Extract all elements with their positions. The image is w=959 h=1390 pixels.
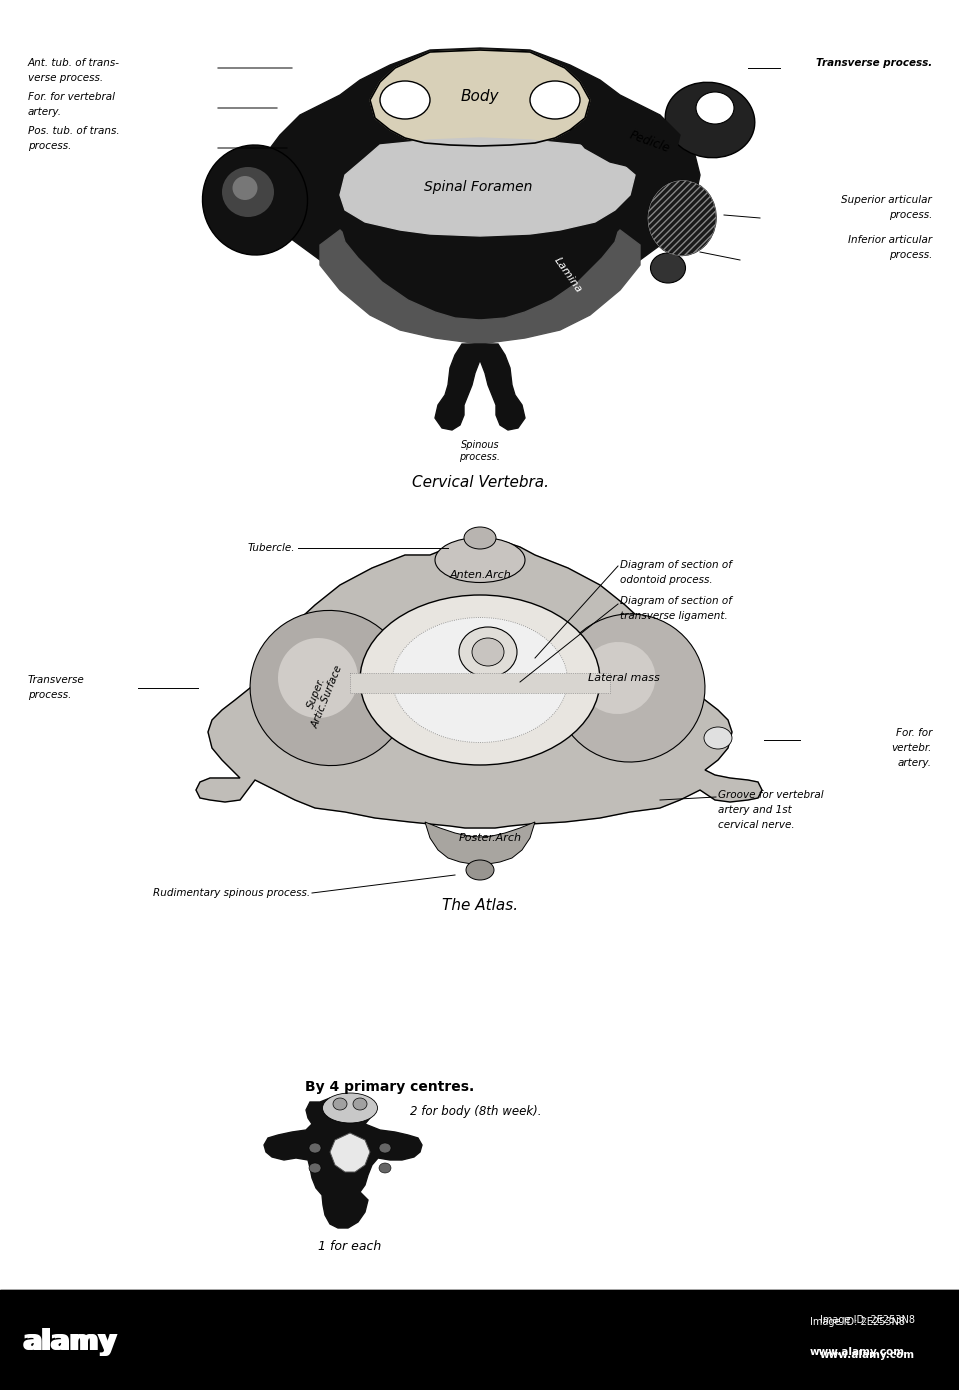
Text: Inferior articular: Inferior articular [848,235,932,245]
Text: process.: process. [889,250,932,260]
Text: Anten.Arch: Anten.Arch [449,570,511,580]
Ellipse shape [696,92,734,124]
Ellipse shape [333,1098,347,1111]
Polygon shape [320,229,480,343]
Text: Pos. tub. of trans.: Pos. tub. of trans. [28,126,120,136]
Ellipse shape [650,253,686,284]
Text: www.alamy.com: www.alamy.com [810,1347,905,1357]
Ellipse shape [704,727,732,749]
Ellipse shape [322,1093,378,1123]
Text: Ant. tub. of trans-: Ant. tub. of trans- [28,58,120,68]
Text: process.: process. [28,689,71,701]
Polygon shape [260,49,700,343]
Ellipse shape [250,610,409,766]
Ellipse shape [464,527,496,549]
Ellipse shape [202,145,308,254]
Text: Rudimentary spinous process.: Rudimentary spinous process. [152,888,310,898]
Ellipse shape [353,1098,367,1111]
Polygon shape [480,229,640,343]
Text: By 4 primary centres.: By 4 primary centres. [305,1080,475,1094]
Ellipse shape [309,1143,321,1152]
Polygon shape [264,1095,422,1227]
Ellipse shape [222,167,274,217]
Text: verse process.: verse process. [28,74,104,83]
Text: odontoid process.: odontoid process. [620,575,713,585]
Text: Transverse process.: Transverse process. [816,58,932,68]
Text: Spinous
process.: Spinous process. [459,441,501,461]
Text: artery.: artery. [28,107,62,117]
Polygon shape [330,1133,370,1172]
Text: Transverse: Transverse [28,676,84,685]
Polygon shape [350,673,610,694]
Ellipse shape [360,595,600,764]
Text: process.: process. [889,210,932,220]
Ellipse shape [278,638,358,719]
Text: vertebr.: vertebr. [892,744,932,753]
Text: process.: process. [28,140,71,152]
Text: Lateral mass: Lateral mass [588,673,660,682]
Text: Tubercle.: Tubercle. [247,543,295,553]
Bar [0,1290,959,1390]
Ellipse shape [379,1143,391,1152]
Text: Pedicle: Pedicle [628,129,672,156]
Text: Poster.Arch: Poster.Arch [458,833,522,842]
Polygon shape [196,539,762,828]
Text: Diagram of section of: Diagram of section of [620,596,732,606]
Polygon shape [340,138,635,236]
Text: Diagram of section of: Diagram of section of [620,560,732,570]
Text: transverse ligament.: transverse ligament. [620,612,728,621]
Polygon shape [370,50,590,146]
Ellipse shape [459,627,517,677]
Ellipse shape [472,638,504,666]
Text: alamy: alamy [25,1327,119,1357]
Text: 2 for body (8th week).: 2 for body (8th week). [410,1105,542,1119]
Polygon shape [425,821,535,865]
Polygon shape [435,343,525,430]
Text: cervical nerve.: cervical nerve. [718,820,795,830]
Text: artery and 1st: artery and 1st [718,805,792,815]
Text: Lamina: Lamina [552,256,584,295]
Text: alamy: alamy [22,1327,116,1357]
Ellipse shape [380,81,430,120]
Text: Super.
Artic.Surface: Super. Artic.Surface [299,660,344,730]
Text: Spinal Foramen: Spinal Foramen [424,179,532,195]
Text: 1 for each: 1 for each [318,1240,382,1252]
Ellipse shape [648,181,716,256]
Ellipse shape [392,617,568,742]
Ellipse shape [555,614,705,762]
Text: Superior articular: Superior articular [841,195,932,204]
Ellipse shape [379,1163,391,1173]
Ellipse shape [666,82,755,157]
Text: Groove for vertebral: Groove for vertebral [718,790,824,801]
Ellipse shape [435,538,525,582]
Text: Cervical Vertebra.: Cervical Vertebra. [411,475,549,491]
Ellipse shape [580,642,655,714]
Text: Body: Body [460,89,500,104]
Polygon shape [570,115,680,168]
Text: Image ID: 2E253N8: Image ID: 2E253N8 [810,1316,905,1327]
Text: For. for vertebral: For. for vertebral [28,92,115,101]
Ellipse shape [232,177,258,200]
Bar [0,1290,959,1390]
Text: Image ID: 2E253N8: Image ID: 2E253N8 [820,1315,915,1325]
Text: www.alamy.com: www.alamy.com [820,1350,915,1359]
Text: For. for: For. for [896,728,932,738]
Text: The Atlas.: The Atlas. [442,898,518,913]
Text: artery.: artery. [898,758,932,769]
Ellipse shape [309,1163,321,1173]
Ellipse shape [466,860,494,880]
Ellipse shape [530,81,580,120]
